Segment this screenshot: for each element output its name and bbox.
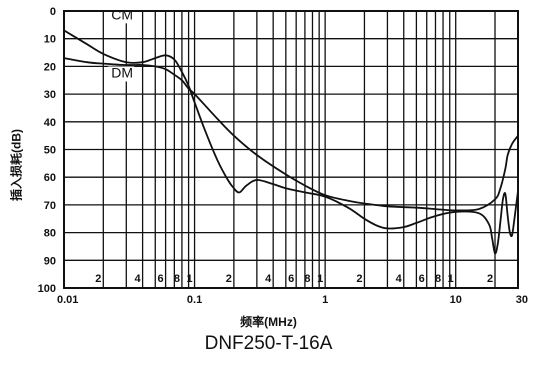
series-lines: CM DM [63,6,519,255]
x-minor-tick-label: 1 [317,273,323,285]
x-minor-tick-label: 8 [304,273,310,285]
x-minor-tick-label: 1 [187,273,193,285]
x-minor-tick-label: 6 [158,273,164,285]
x-major-tick-label: 1 [322,294,328,306]
x-minor-tick-label: 1 [448,273,454,285]
y-tick-label: 60 [44,172,56,184]
x-minor-tick-label: 8 [174,273,180,285]
plot-frame [63,10,519,289]
grid [64,10,518,289]
x-minor-tick-label: 4 [396,273,403,285]
y-tick-label: 100 [38,283,56,295]
x-minor-tick-label: 2 [95,273,101,285]
x-minor-tick-label: 4 [135,273,142,285]
y-axis-title: 插入损耗(dB) [9,129,24,201]
x-minor-tick-label: 4 [265,273,272,285]
y-tick-label: 40 [44,117,56,129]
y-tick-label: 30 [44,89,56,101]
y-tick-label: 0 [50,6,56,18]
model-caption: DNF250-T-16A [204,333,333,354]
x-major-tick-label: 30 [516,294,528,306]
x-minor-tick-label: 6 [288,273,294,285]
x-major-tick-label: 0.1 [187,294,202,306]
x-major-tick-label: 0.01 [57,294,78,306]
x-major-tick-label: 10 [450,294,462,306]
x-minor-tick-label: 8 [435,273,441,285]
y-axis-title-wrap: 插入损耗(dB) [6,90,26,240]
y-tick-label: 70 [44,200,56,212]
y-tick-label: 80 [44,228,56,240]
series-line-dm [63,57,519,212]
y-tick-label: 20 [44,61,56,73]
x-minor-tick-label: 2 [356,273,362,285]
x-minor-tick-label: 2 [487,273,493,285]
y-tick-label: 10 [44,34,56,46]
x-minor-tick-label: 6 [419,273,425,285]
x-minor-tick-label: 2 [226,273,232,285]
series-label-bg-cm [108,8,135,24]
series-label-bg-dm [108,66,135,82]
series-label-cm: CM [111,6,133,22]
series-label-dm: DM [111,64,133,80]
y-tick-label: 50 [44,145,56,157]
series-line-cm [63,29,519,255]
x-axis-title: 频率(MHz) [240,315,297,329]
y-tick-label: 90 [44,255,56,267]
